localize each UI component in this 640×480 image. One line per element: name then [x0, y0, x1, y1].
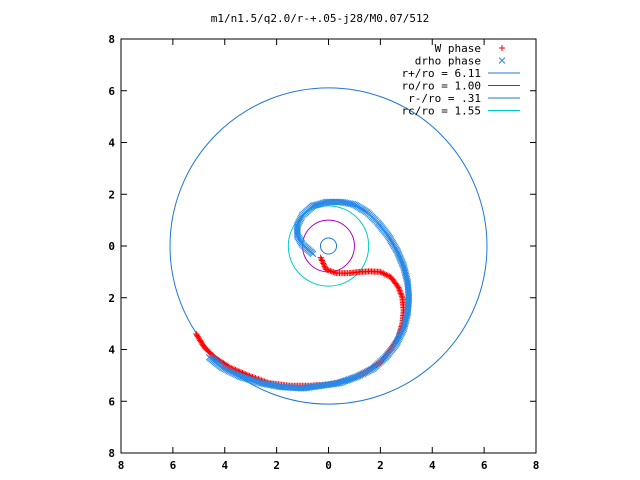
drho-phase-point — [333, 198, 341, 206]
circle-rc-ring — [287, 205, 370, 287]
w-phase-point — [319, 259, 326, 266]
w-phase-point — [327, 267, 334, 274]
y-tick-label: 4 — [108, 344, 115, 357]
w-phase-point — [383, 271, 390, 278]
w-phase-point — [321, 263, 328, 270]
legend-label: r-/ro = .31 — [408, 92, 481, 105]
x-tick-label: 4 — [429, 459, 436, 472]
y-tick-label: 8 — [108, 33, 115, 46]
drho-phase-point — [330, 198, 337, 206]
w-phase-point — [330, 269, 337, 276]
y-tick-label: 6 — [108, 85, 115, 98]
w-phase-point — [380, 270, 387, 277]
w-phase-point — [398, 291, 405, 298]
w-phase-point — [193, 332, 200, 339]
chart-title: m1/n1.5/q2.0/r-+.05-j28/M0.07/512 — [211, 12, 430, 25]
w-phase-point — [396, 285, 403, 292]
w-phase-point — [236, 368, 243, 375]
drho-phase-point — [325, 198, 333, 206]
w-phase-point — [320, 260, 327, 267]
circle-series — [169, 87, 488, 405]
w-phase-point — [331, 269, 338, 276]
y-tick-label: 2 — [108, 292, 115, 305]
y-tick-label: 6 — [108, 395, 115, 408]
x-tick-label: 4 — [221, 459, 228, 472]
w-phase-point — [396, 287, 403, 294]
circle-r-ring — [169, 87, 488, 405]
w-phase-point — [232, 367, 239, 374]
legend-marker — [498, 57, 506, 64]
w-phase-point — [381, 271, 388, 278]
drho-phase-point — [331, 198, 339, 206]
legend-label: rc/ro = 1.55 — [402, 105, 481, 118]
w-phase-point — [320, 261, 327, 268]
w-phase-point — [324, 266, 331, 273]
w-phase-point — [397, 290, 404, 297]
marker-series — [193, 198, 413, 392]
x-tick-label: 0 — [325, 459, 332, 472]
y-tick-label: 0 — [108, 240, 115, 253]
drho-phase-point — [327, 198, 334, 206]
w-phase-point — [325, 267, 332, 274]
w-phase-point — [377, 268, 384, 275]
x-tick-label: 2 — [377, 459, 384, 472]
w-phase-point — [397, 288, 404, 295]
x-tick-label: 8 — [118, 459, 125, 472]
w-phase-point — [378, 269, 385, 276]
w-phase-point — [231, 366, 238, 373]
x-tick-label: 8 — [533, 459, 540, 472]
legend-label: r+/ro = 6.11 — [402, 67, 481, 80]
w-phase-point — [328, 268, 335, 275]
x-tick-label: 6 — [170, 459, 177, 472]
legend-label: W phase — [435, 42, 481, 55]
w-phase-point — [318, 256, 325, 263]
x-tick-label: 6 — [481, 459, 488, 472]
w-phase-point — [319, 257, 326, 264]
w-phase-point — [193, 330, 200, 337]
legend-label: drho phase — [415, 55, 481, 68]
y-tick-label: 2 — [108, 188, 115, 201]
drho-phase-point — [323, 198, 331, 206]
legend-marker — [499, 45, 505, 51]
w-phase-point — [322, 266, 329, 273]
w-phase-point — [384, 272, 391, 279]
circle-r-ring — [319, 237, 338, 255]
w-phase-point — [233, 367, 240, 374]
w-phase-point — [398, 293, 405, 300]
w-phase-point — [317, 254, 324, 261]
x-tick-label: 2 — [273, 459, 280, 472]
w-phase-point — [395, 284, 402, 291]
legend-label: ro/ro = 1.00 — [402, 80, 481, 93]
w-phase-point — [235, 368, 242, 375]
y-tick-label: 4 — [108, 137, 115, 150]
drho-phase-point — [328, 198, 336, 206]
y-tick-label: 8 — [108, 447, 115, 460]
drho-phase-point — [205, 353, 213, 361]
